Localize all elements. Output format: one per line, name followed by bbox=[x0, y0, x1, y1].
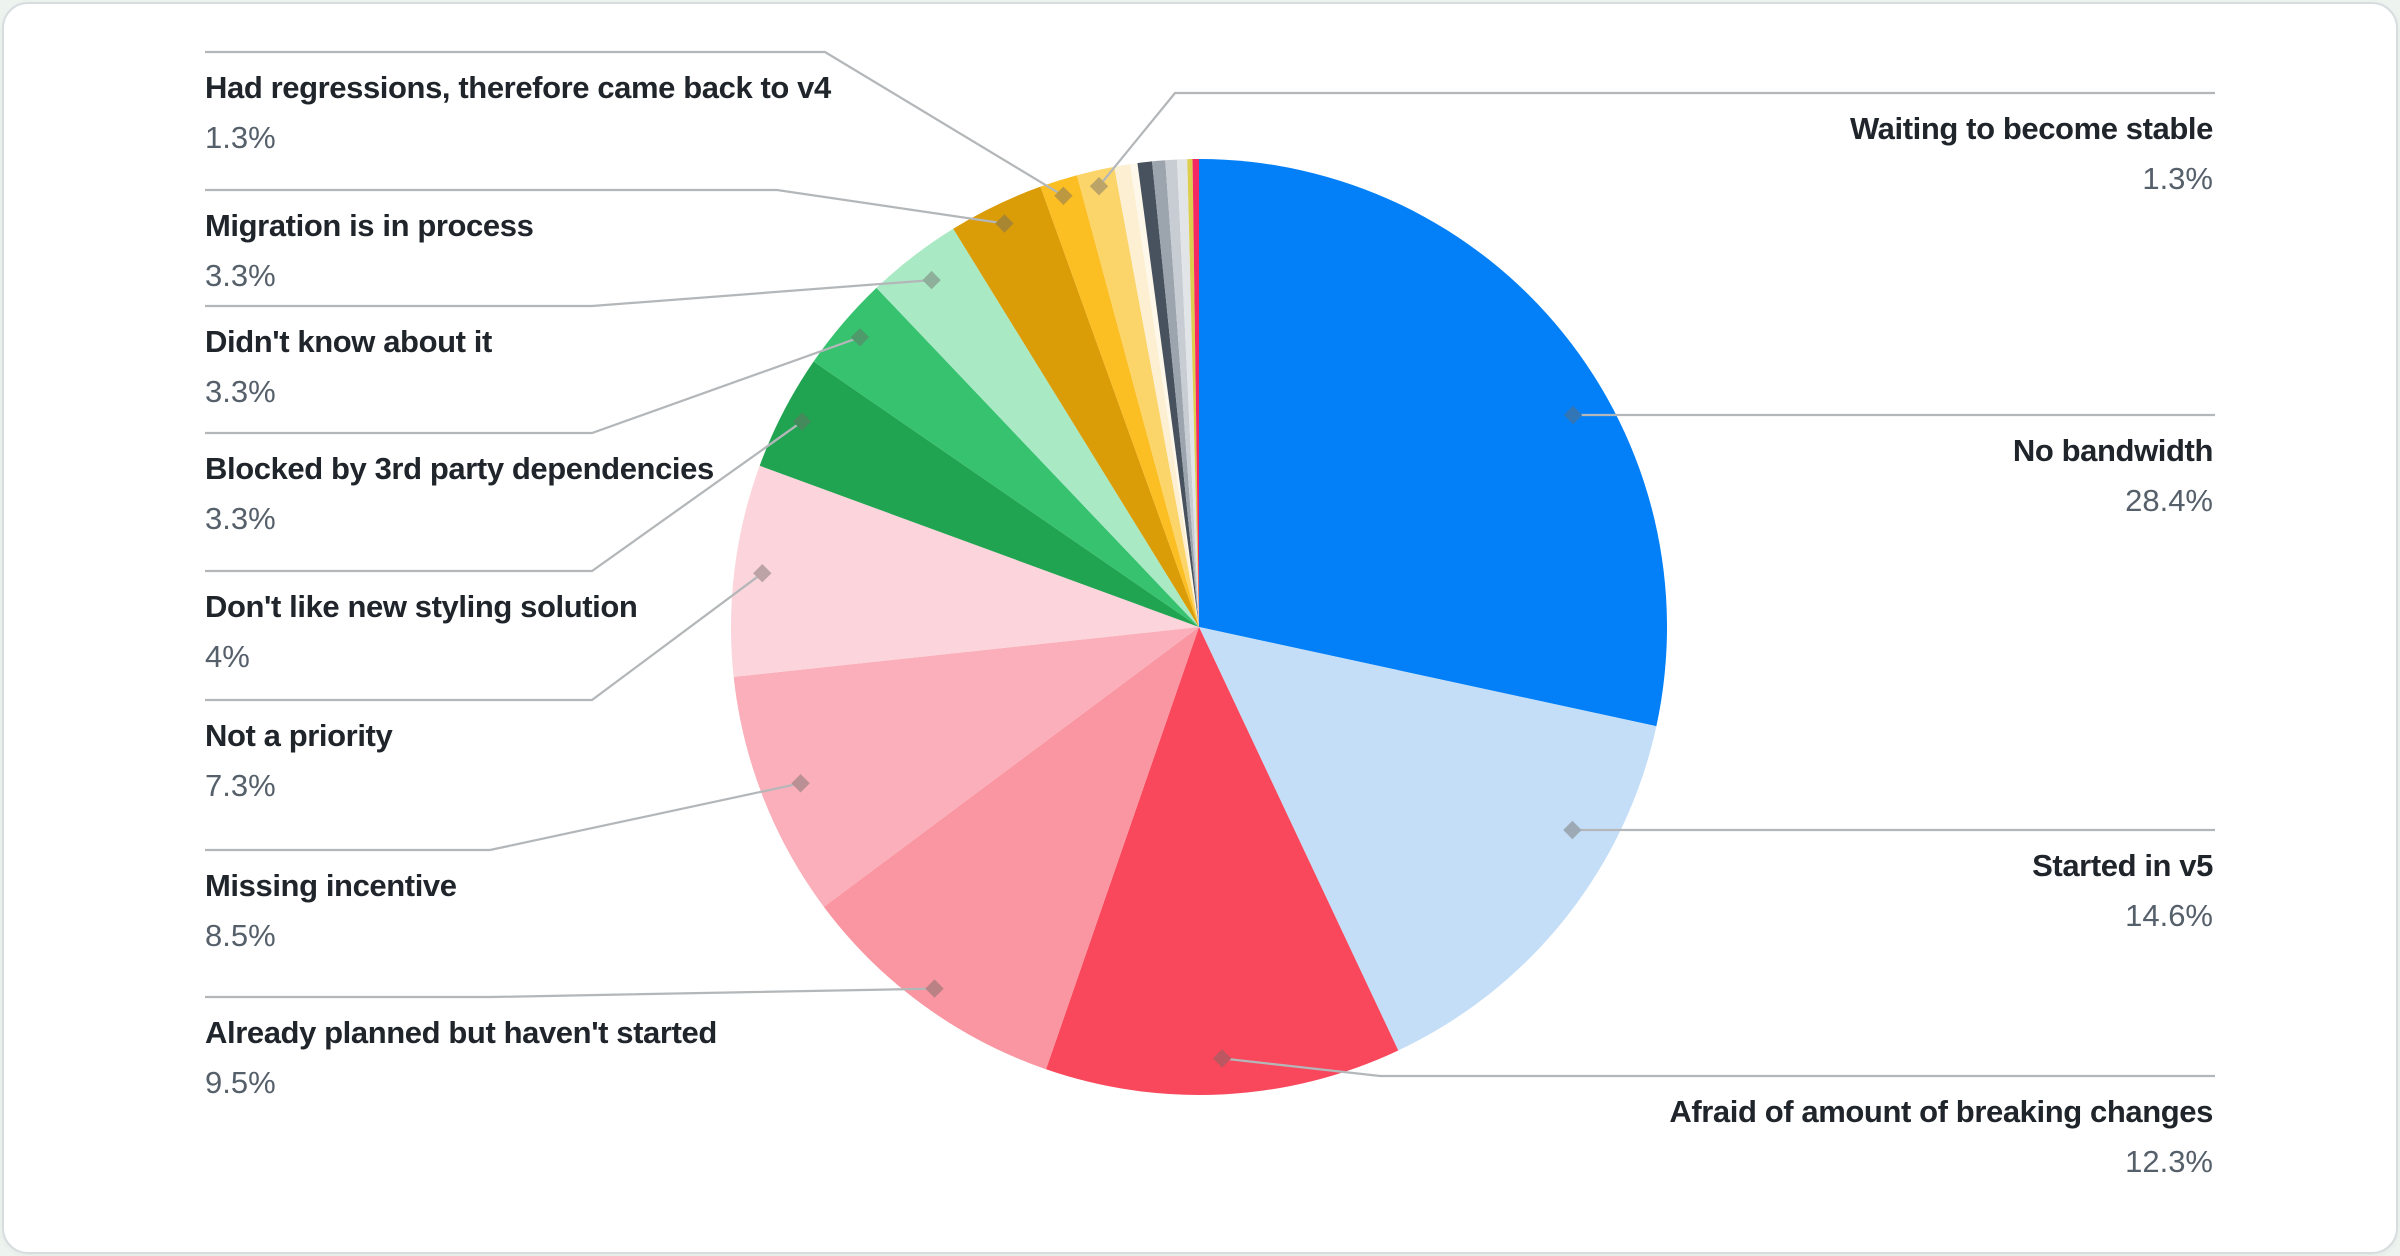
pie-slice[interactable] bbox=[1165, 159, 1199, 627]
leader-marker bbox=[1563, 820, 1582, 840]
leader-marker bbox=[925, 979, 944, 998]
leader-line bbox=[205, 278, 932, 308]
pie-slice[interactable] bbox=[733, 627, 1199, 907]
pie-slice[interactable] bbox=[1137, 161, 1199, 628]
pie-slice[interactable] bbox=[1040, 175, 1199, 627]
leader-marker bbox=[995, 214, 1014, 233]
pie-slices bbox=[731, 158, 1667, 1095]
pie-slice[interactable] bbox=[759, 361, 1199, 627]
pie-slice[interactable] bbox=[1187, 159, 1199, 628]
pie-slice[interactable] bbox=[1046, 627, 1399, 1095]
pie-slice[interactable] bbox=[1192, 158, 1199, 627]
pie-slice[interactable] bbox=[1176, 159, 1199, 627]
pie-slice[interactable] bbox=[953, 186, 1199, 628]
leader-marker bbox=[1563, 405, 1583, 425]
leader-line bbox=[205, 987, 935, 999]
leader-marker bbox=[1212, 1049, 1232, 1068]
leader-line bbox=[205, 782, 801, 852]
leader-lines bbox=[205, 50, 2215, 1078]
pie-slice[interactable] bbox=[731, 465, 1199, 677]
leader-line bbox=[205, 572, 763, 702]
leader-marker bbox=[792, 412, 812, 431]
leader-marker bbox=[922, 270, 941, 290]
pie-slice[interactable] bbox=[876, 228, 1199, 628]
leader-line bbox=[1221, 1057, 2215, 1078]
pie-slice[interactable] bbox=[1199, 627, 1657, 1051]
pie-slice[interactable] bbox=[1199, 159, 1667, 727]
leader-marker bbox=[791, 774, 810, 793]
leader-line bbox=[205, 188, 1005, 225]
pie-slice[interactable] bbox=[813, 287, 1199, 627]
pie-slice[interactable] bbox=[1130, 163, 1199, 627]
leader-marker bbox=[850, 328, 870, 347]
leader-line bbox=[205, 420, 803, 573]
pie-slice[interactable] bbox=[1114, 164, 1199, 627]
leader-line bbox=[205, 50, 1064, 197]
leader-line bbox=[205, 336, 861, 435]
leader-marker bbox=[1054, 186, 1073, 205]
pie-slice[interactable] bbox=[1076, 166, 1199, 627]
leader-marker bbox=[1089, 177, 1109, 196]
pie-slice[interactable] bbox=[1152, 160, 1199, 627]
leader-line bbox=[1098, 91, 2215, 187]
leader-marker bbox=[753, 564, 772, 583]
pie-slice[interactable] bbox=[823, 627, 1199, 1070]
